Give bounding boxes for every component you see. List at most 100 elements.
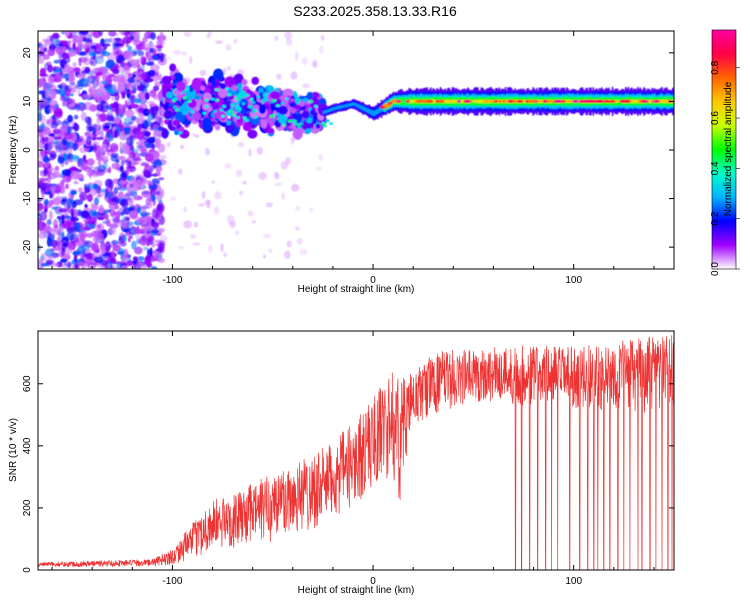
- noise-blob: [110, 154, 119, 162]
- ridge-hotspot: [464, 99, 471, 103]
- noise-blob: [284, 31, 292, 40]
- noise-blob: [144, 154, 154, 162]
- noise-blob: [158, 242, 164, 252]
- ridge-band-cell: [372, 110, 374, 116]
- noise-blob: [68, 70, 74, 81]
- noise-blob: [44, 248, 55, 257]
- noise-blob: [58, 46, 68, 53]
- noise-blob: [64, 31, 70, 37]
- noise-blob: [295, 51, 299, 61]
- noise-blob: [201, 190, 206, 199]
- noise-blob: [291, 183, 300, 192]
- noise-blob: [118, 248, 125, 256]
- noise-blob: [299, 248, 308, 255]
- snr-marks: [38, 335, 674, 570]
- noise-blob: [125, 109, 134, 118]
- ridge-blob: [242, 122, 252, 132]
- ridge-blob: [203, 86, 211, 94]
- noise-blob: [123, 228, 129, 233]
- noise-blob: [140, 163, 150, 167]
- noise-blob: [122, 36, 132, 44]
- noise-blob: [97, 86, 105, 94]
- noise-blob: [104, 191, 114, 199]
- noise-blob: [153, 159, 163, 168]
- noise-blob: [193, 221, 199, 228]
- ridge-hotspot: [214, 88, 219, 92]
- noise-blob: [56, 51, 63, 57]
- noise-blob: [119, 147, 124, 154]
- ridge-hotspot: [245, 93, 250, 97]
- ridge-hotspot: [443, 99, 452, 103]
- ridge-hotspot: [187, 99, 192, 103]
- noise-blob: [52, 128, 61, 134]
- noise-blob: [62, 100, 68, 106]
- ridge-blob: [315, 123, 321, 129]
- noise-blob: [100, 91, 111, 102]
- noise-blob: [151, 209, 160, 219]
- noise-blob: [89, 88, 94, 94]
- ridge-hotspot: [182, 111, 187, 115]
- ridge-hotspot: [271, 114, 276, 118]
- ridge-band-cell: [338, 105, 341, 109]
- noise-blob: [127, 72, 133, 78]
- noise-blob: [79, 191, 88, 201]
- noise-blob: [159, 35, 164, 45]
- noise-blob: [45, 259, 55, 265]
- noise-blob: [101, 144, 108, 149]
- noise-blob: [122, 170, 127, 179]
- ridge-band-cell: [332, 107, 335, 111]
- noise-blob: [90, 56, 95, 60]
- noise-blob: [296, 238, 303, 245]
- noise-blob: [189, 234, 197, 239]
- noise-blob: [80, 243, 91, 250]
- noise-blob: [122, 106, 126, 116]
- ridge-hotspot: [484, 99, 488, 103]
- noise-blob: [104, 122, 114, 127]
- ridge-hotspot: [299, 122, 304, 126]
- noise-blob: [61, 137, 68, 146]
- noise-blob: [123, 51, 134, 60]
- noise-blob: [77, 262, 86, 266]
- noise-blob: [108, 37, 115, 43]
- spectrogram-x-axis-label: Height of straight line (km): [298, 284, 415, 295]
- ridge-hotspot: [511, 99, 516, 103]
- ridge-blob: [242, 103, 249, 110]
- ridge-hotspot: [419, 99, 429, 103]
- noise-blob: [103, 260, 109, 269]
- ridge-band-cell: [331, 107, 333, 111]
- noise-blob: [113, 78, 123, 82]
- noise-blob: [78, 158, 84, 167]
- snr-x-tick-label: 100: [565, 576, 582, 587]
- noise-blob: [137, 107, 144, 114]
- noise-blob: [150, 32, 156, 40]
- noise-blob: [236, 169, 243, 177]
- ridge-hotspot: [174, 108, 179, 112]
- ridge-hotspot: [211, 97, 215, 101]
- ridge-hotspot: [228, 109, 232, 113]
- ridge-band-cell: [353, 102, 355, 106]
- noise-blob: [43, 82, 54, 89]
- noise-blob: [72, 142, 78, 151]
- noise-blob: [146, 108, 152, 114]
- noise-blob: [166, 141, 171, 148]
- noise-blob: [208, 244, 213, 254]
- noise-blob: [50, 121, 59, 128]
- ridge-hotspot: [603, 99, 611, 103]
- ridge-blob: [236, 83, 243, 89]
- noise-blob: [95, 71, 103, 76]
- ridge-band-cell: [378, 107, 380, 114]
- noise-blob: [40, 262, 49, 267]
- ridge-band-cell: [334, 106, 337, 110]
- spectrogram-marks: [38, 31, 674, 269]
- noise-blob: [45, 92, 50, 99]
- ridge-hotspot: [661, 99, 669, 103]
- noise-blob: [117, 191, 124, 199]
- noise-blob: [64, 84, 69, 91]
- ridge-blob: [295, 113, 303, 122]
- noise-blob: [136, 116, 145, 125]
- snr-x-tick-label: 0: [370, 576, 376, 587]
- noise-blob: [51, 206, 58, 210]
- ridge-band-cell: [366, 108, 368, 113]
- noise-blob: [301, 57, 308, 65]
- noise-blob: [38, 203, 44, 212]
